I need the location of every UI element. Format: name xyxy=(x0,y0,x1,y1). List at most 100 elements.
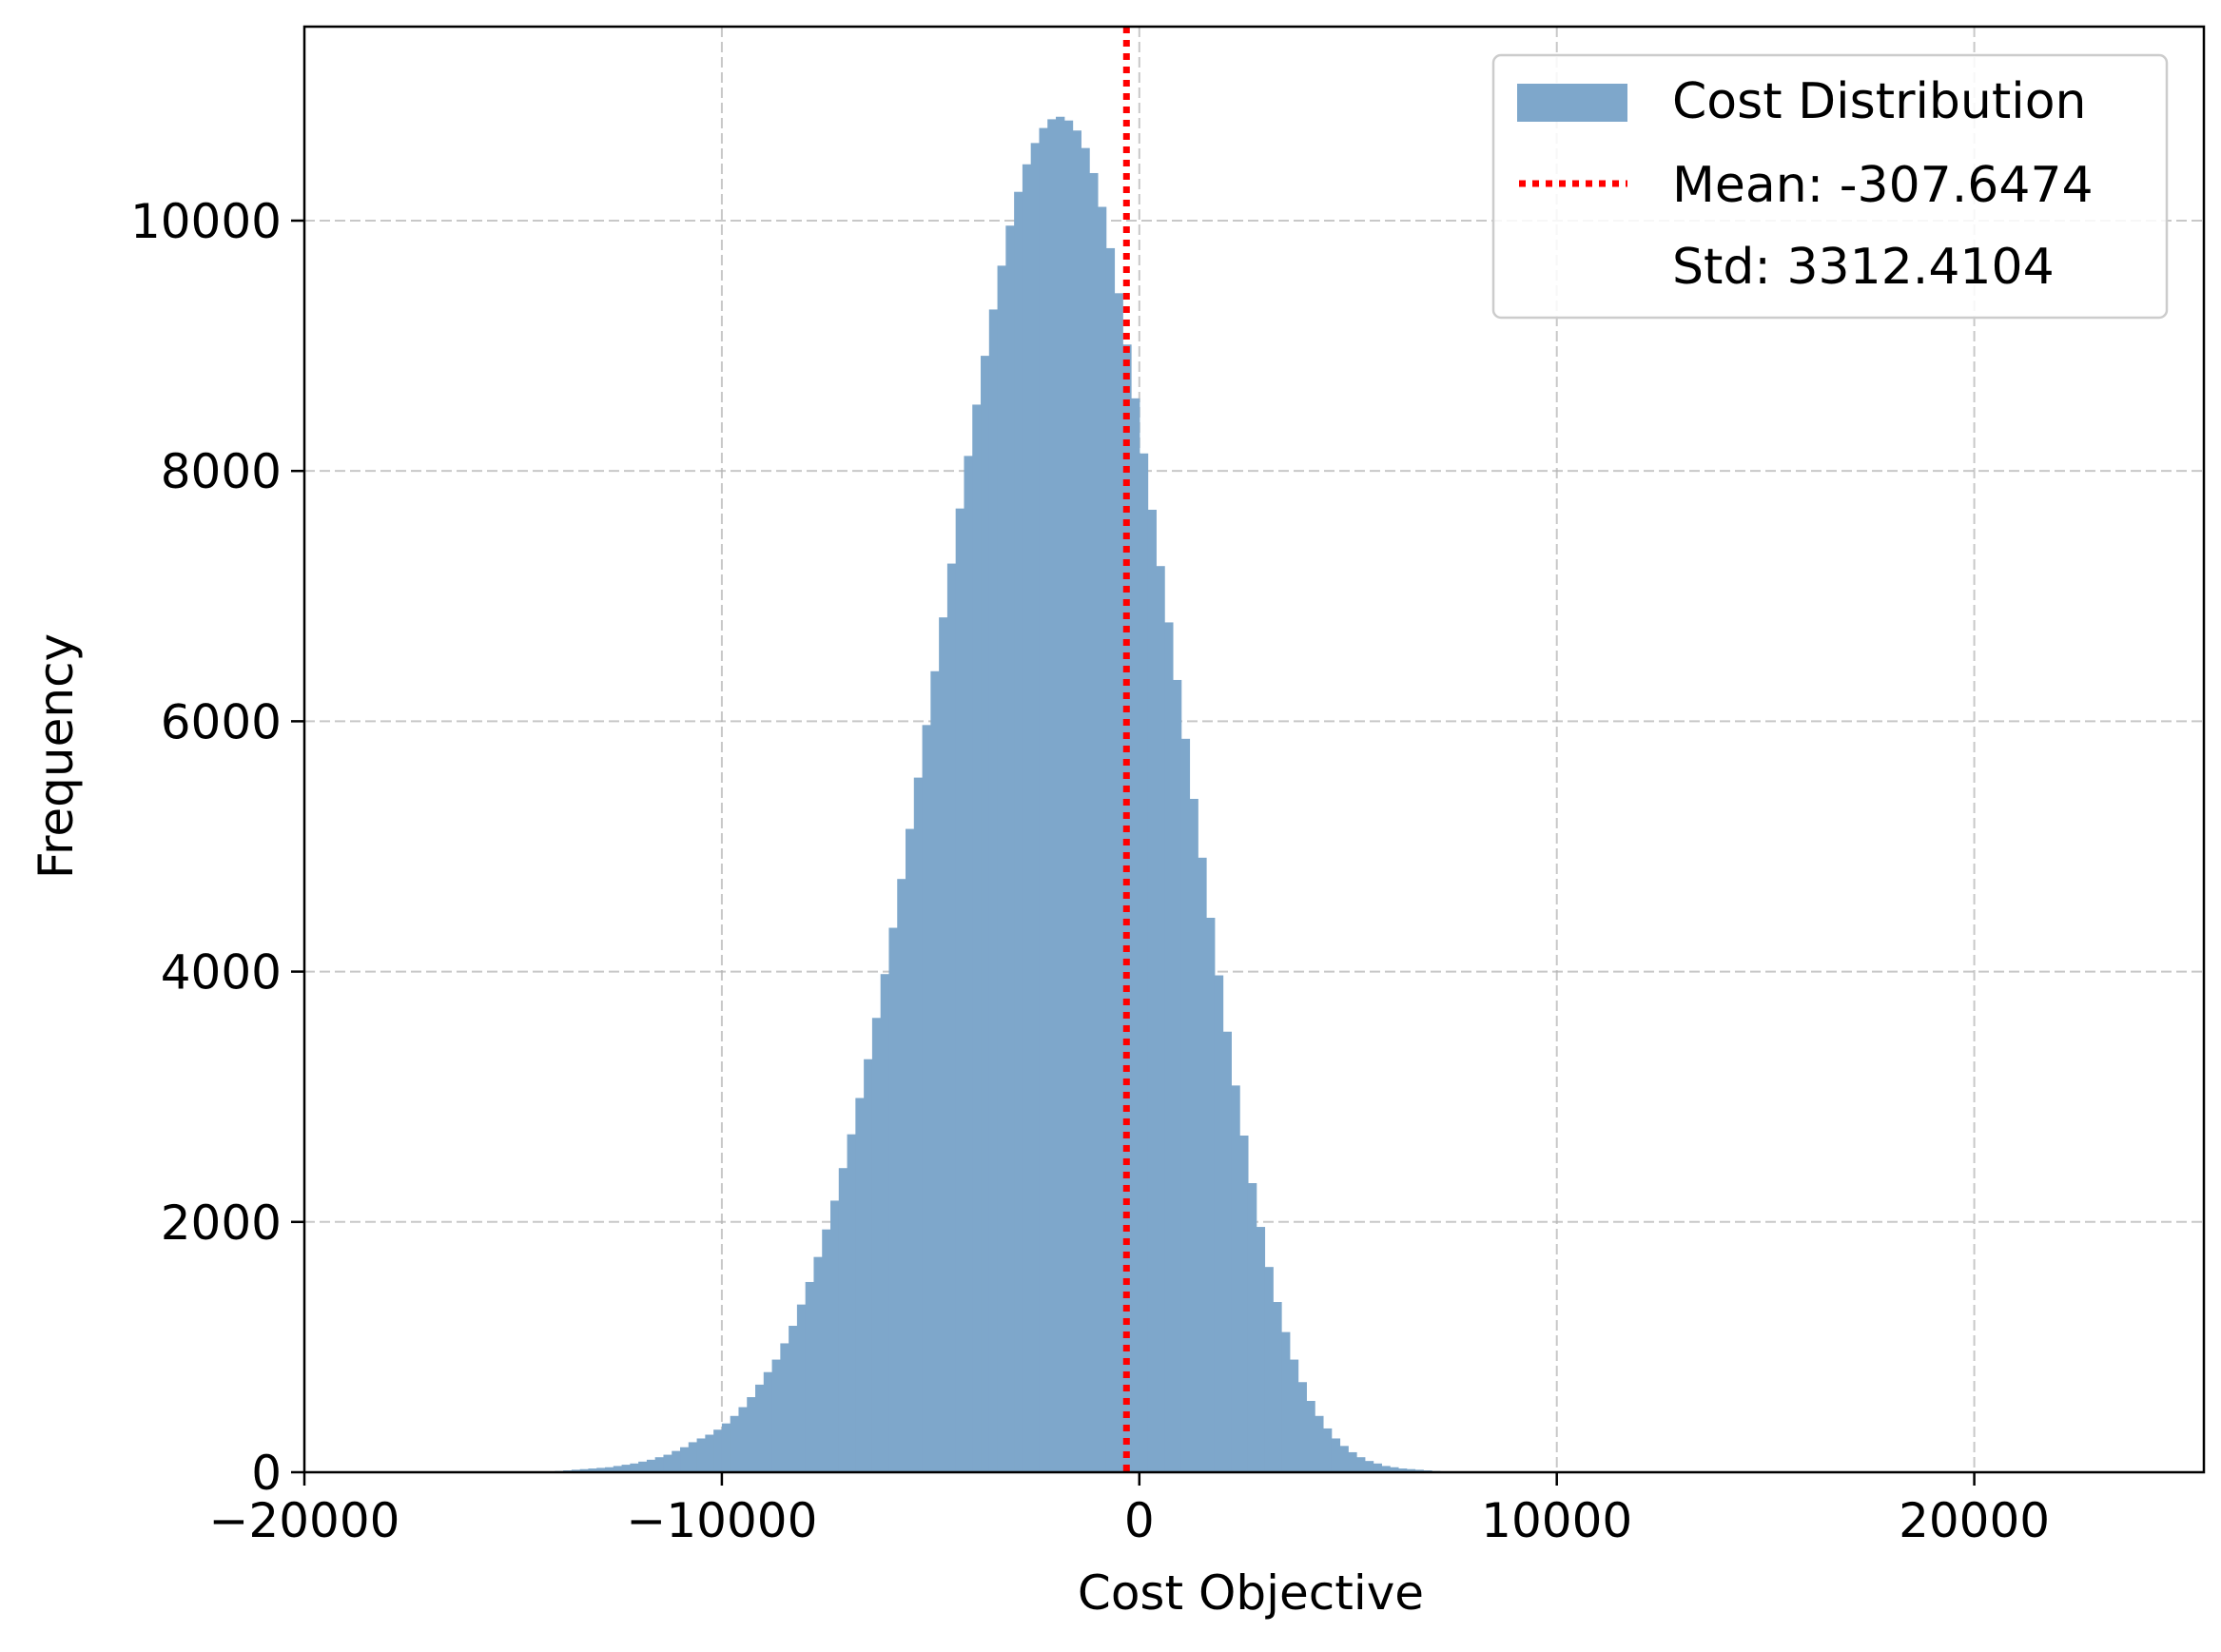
histogram-bar xyxy=(830,1200,840,1472)
histogram-bar xyxy=(922,725,931,1472)
histogram-bar xyxy=(747,1397,756,1472)
histogram-bar xyxy=(913,777,924,1472)
x-tick-label: −10000 xyxy=(626,1493,817,1548)
histogram-bar xyxy=(1273,1302,1282,1472)
histogram-bar xyxy=(1114,293,1123,1473)
histogram-bar xyxy=(1014,191,1023,1473)
histogram-bar xyxy=(1247,1183,1257,1472)
histogram-bar xyxy=(1105,247,1116,1472)
histogram-bar xyxy=(1256,1227,1266,1472)
histogram-bar xyxy=(780,1343,789,1472)
histogram-bar xyxy=(738,1407,748,1472)
histogram-bar xyxy=(1373,1463,1382,1472)
histogram-bar xyxy=(672,1450,681,1472)
y-tick-label: 10000 xyxy=(130,194,282,249)
y-axis-label: Frequency xyxy=(29,633,84,879)
histogram-bar xyxy=(1189,798,1198,1472)
histogram-bar xyxy=(972,404,982,1472)
histogram-bar xyxy=(1156,566,1165,1472)
histogram-bar xyxy=(997,265,1006,1472)
histogram-bar xyxy=(805,1281,815,1472)
histogram-bar xyxy=(1072,130,1081,1472)
histogram-bar xyxy=(1381,1466,1391,1472)
histogram-bar xyxy=(855,1098,865,1472)
histogram-bar xyxy=(1089,172,1099,1473)
histogram-bar xyxy=(1222,1031,1232,1472)
histogram-bar xyxy=(630,1463,639,1472)
axis-ticks: −20000 −10000 0 10000 20000 0 2000 4000 6000 8000… xyxy=(130,194,2050,1548)
histogram-bar xyxy=(1281,1331,1291,1472)
histogram-bar xyxy=(988,309,999,1472)
histogram-bar xyxy=(571,1469,581,1472)
histogram-bars xyxy=(555,116,1441,1473)
histogram-bar xyxy=(730,1415,740,1472)
histogram-bar xyxy=(813,1256,823,1472)
histogram-bar xyxy=(713,1429,723,1472)
histogram-bar xyxy=(1390,1467,1399,1472)
histogram-bar xyxy=(646,1459,656,1472)
histogram-bar xyxy=(1414,1469,1424,1472)
legend-label-mean: Mean: -307.6474 xyxy=(1672,157,2094,214)
histogram-bar xyxy=(688,1442,698,1472)
histogram-bar xyxy=(696,1438,706,1472)
histogram-bar xyxy=(613,1466,623,1472)
y-tick-label: 0 xyxy=(251,1446,282,1501)
histogram-bar xyxy=(588,1468,597,1472)
histogram-bar xyxy=(888,927,898,1472)
histogram-bar xyxy=(1131,398,1140,1472)
y-tick-label: 4000 xyxy=(161,945,282,1001)
histogram-bar xyxy=(939,617,948,1472)
histogram-bar xyxy=(1147,509,1157,1472)
histogram-bar xyxy=(964,456,973,1473)
plot-area-frame xyxy=(302,25,2206,1474)
histogram-bar xyxy=(1239,1135,1249,1472)
histogram-bar xyxy=(705,1434,714,1472)
histogram-bar xyxy=(847,1134,856,1472)
histogram-bar xyxy=(1339,1446,1349,1472)
histogram-bar xyxy=(1139,453,1149,1472)
histogram-bar xyxy=(1331,1438,1341,1472)
histogram-bar xyxy=(789,1326,798,1472)
histogram-bar xyxy=(1063,120,1074,1473)
histogram-bar xyxy=(880,974,890,1472)
histogram-bar xyxy=(1056,116,1065,1472)
histogram-bar xyxy=(763,1371,773,1472)
histogram-bar xyxy=(1022,164,1032,1472)
histogram-bar xyxy=(638,1461,648,1472)
histogram-bar xyxy=(1348,1451,1357,1472)
histogram-bar xyxy=(1406,1468,1416,1472)
histogram-bar xyxy=(721,1423,731,1472)
legend-box xyxy=(1491,53,2169,320)
histogram-bar xyxy=(755,1384,765,1472)
histogram-bar xyxy=(930,671,940,1472)
histogram-bar xyxy=(1289,1359,1299,1472)
histogram-bar xyxy=(906,828,915,1472)
x-tick-label: 10000 xyxy=(1481,1493,1632,1548)
histogram-bar xyxy=(1214,975,1224,1472)
histogram-bar xyxy=(1180,738,1191,1472)
histogram-bar xyxy=(1264,1267,1274,1472)
histogram-bar xyxy=(605,1467,614,1472)
histogram-bar xyxy=(1397,1468,1408,1472)
legend: Cost Distribution Mean: -307.6474 Std: 3… xyxy=(1491,53,2169,320)
y-tick-label: 2000 xyxy=(161,1195,282,1251)
legend-swatch-cost-distribution xyxy=(1517,84,1627,122)
y-tick-label: 8000 xyxy=(161,444,282,499)
histogram-bar xyxy=(1030,143,1041,1472)
histogram-bar xyxy=(771,1359,781,1472)
histogram-bar xyxy=(579,1468,590,1472)
legend-label-std: Std: 3312.4104 xyxy=(1672,239,2055,296)
legend-label-cost-distribution: Cost Distribution xyxy=(1672,73,2087,130)
histogram-bar xyxy=(621,1465,631,1472)
x-tick-label: −20000 xyxy=(209,1493,400,1548)
histogram-bar xyxy=(1356,1457,1366,1472)
histogram-bar xyxy=(864,1059,873,1472)
histogram-bar xyxy=(838,1168,848,1472)
x-tick-label: 20000 xyxy=(1899,1493,2050,1548)
histogram-bar xyxy=(796,1304,807,1472)
histogram-bar xyxy=(654,1457,665,1472)
x-tick-label: 0 xyxy=(1124,1493,1155,1548)
histogram-bar xyxy=(1306,1400,1315,1472)
